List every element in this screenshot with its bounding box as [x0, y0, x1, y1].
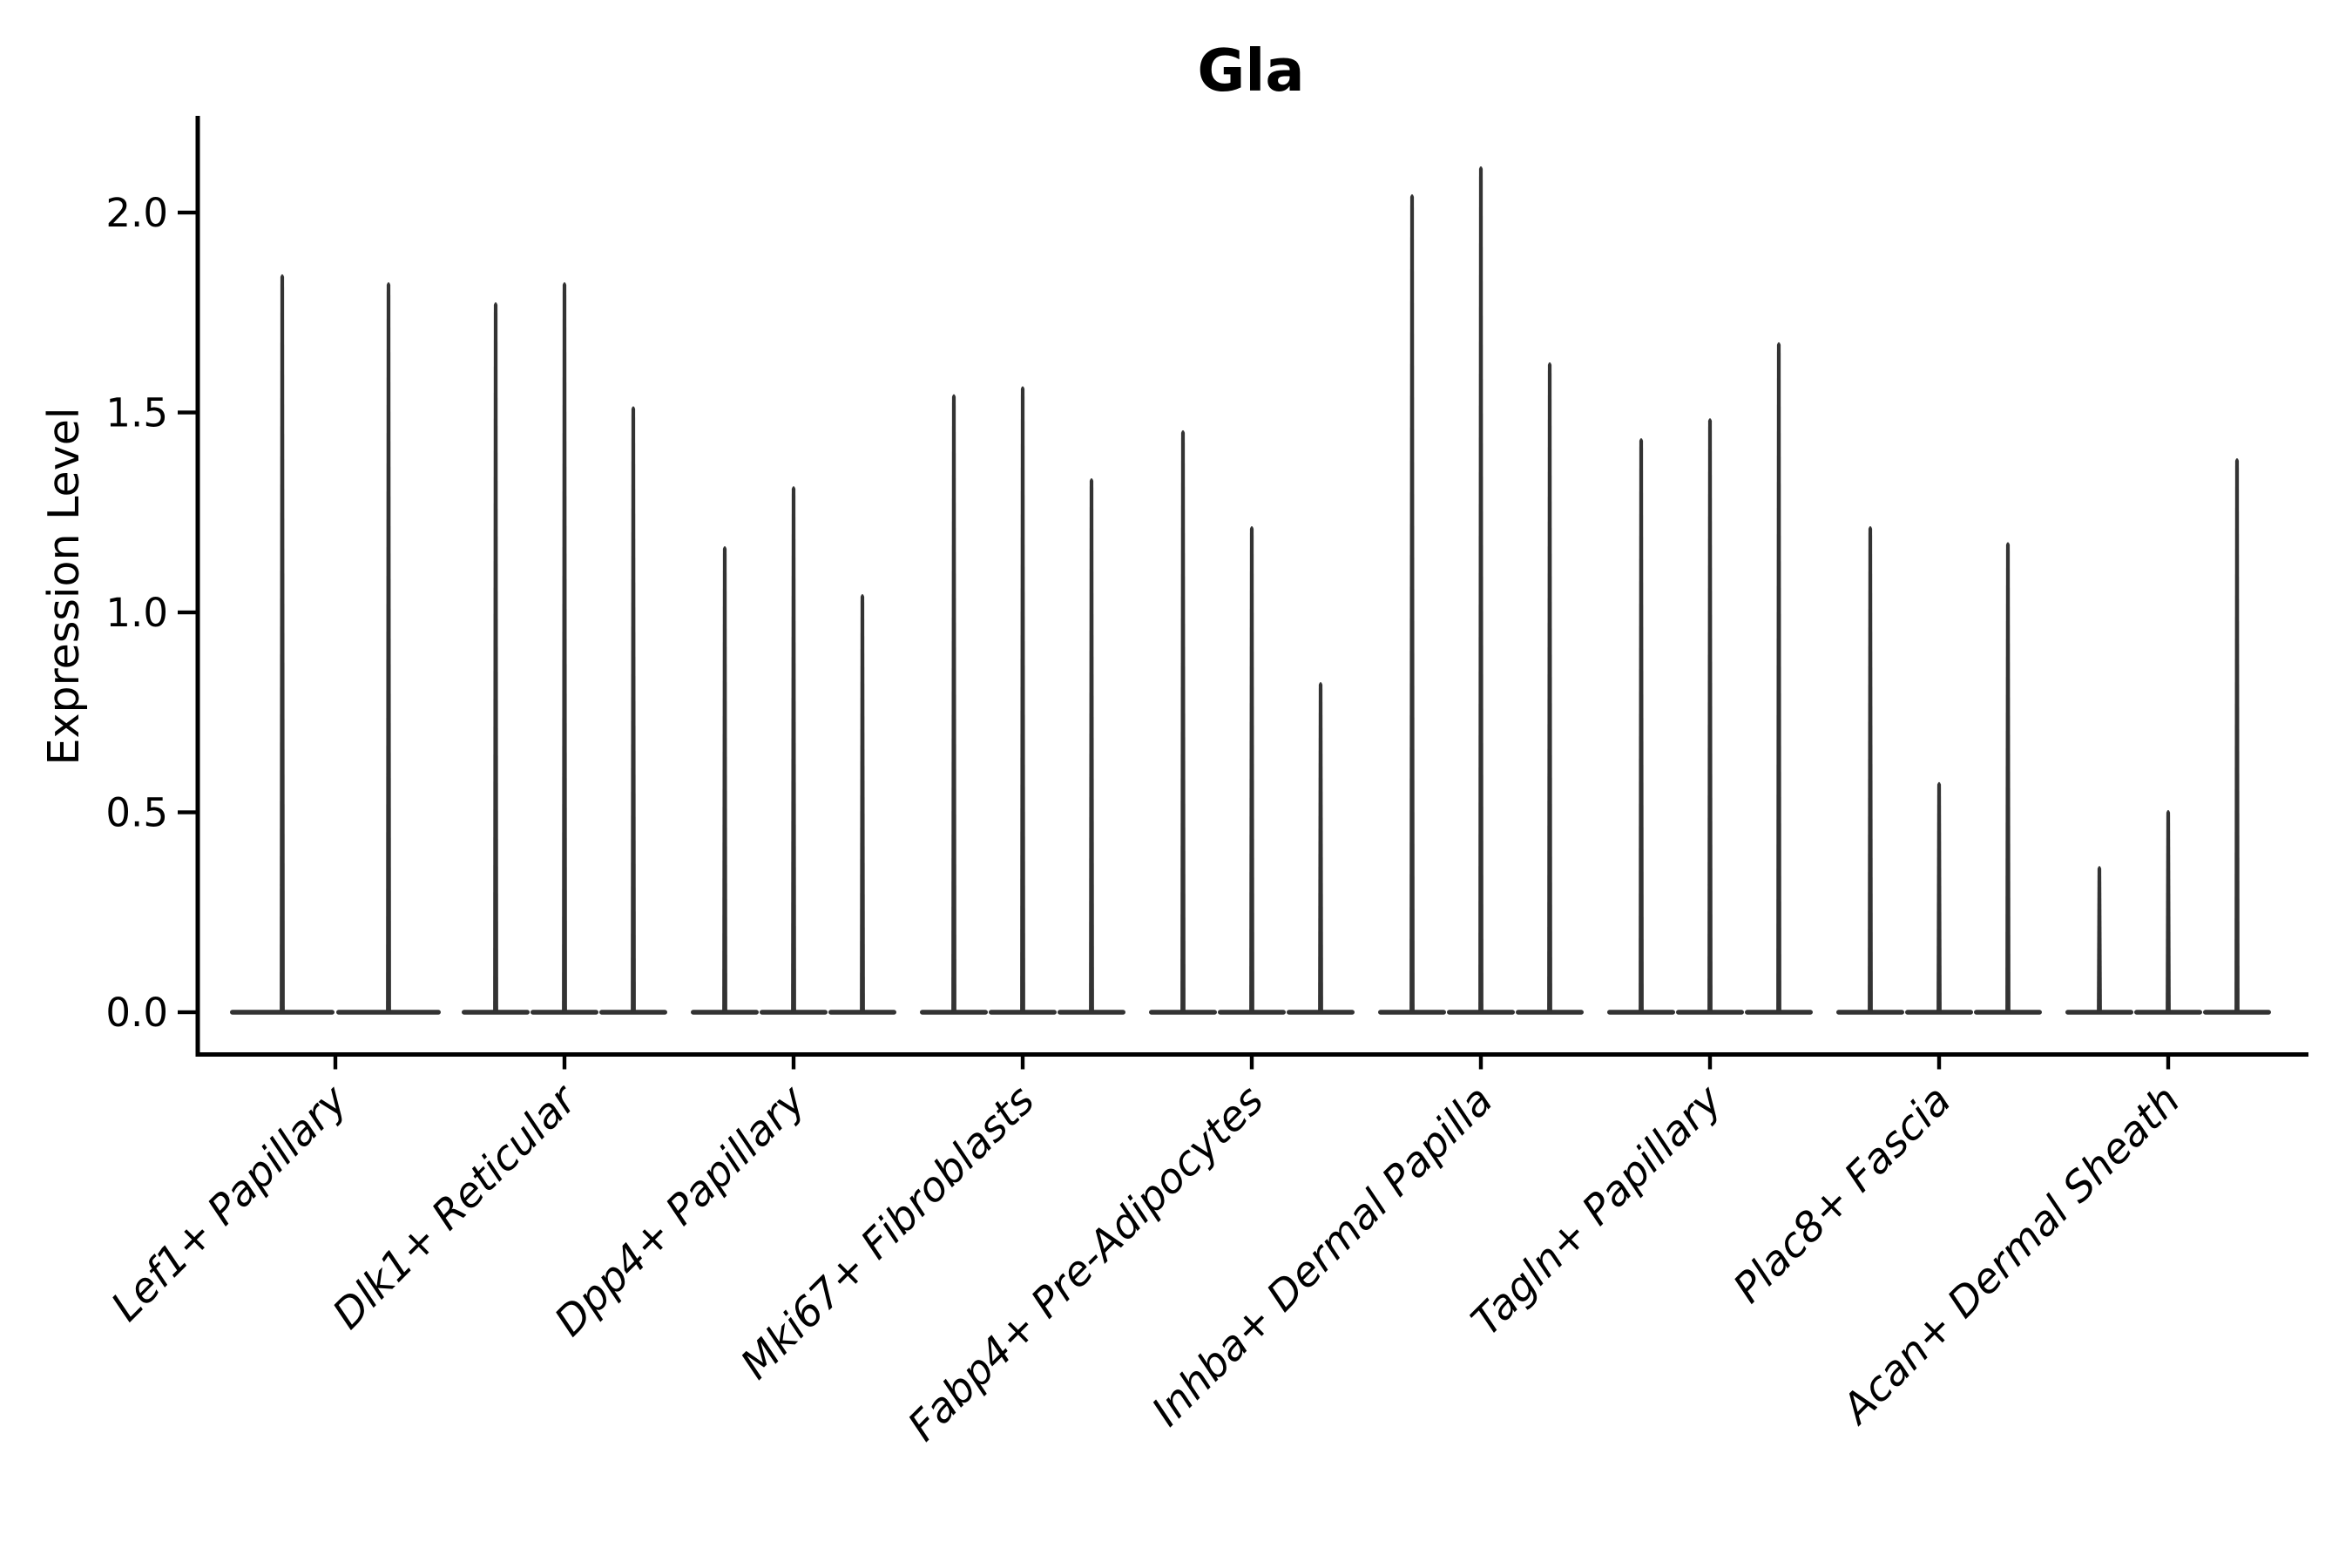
- violin-spike: [1180, 429, 1186, 1012]
- violin-spike: [1936, 781, 1942, 1012]
- y-tick: [178, 410, 196, 415]
- x-tick: [1478, 1054, 1484, 1070]
- violin-spike: [951, 394, 956, 1012]
- y-axis-spine: [195, 116, 200, 1057]
- y-tick-label: 1.5: [105, 390, 168, 436]
- violin-spike: [1776, 341, 1781, 1012]
- violin-spike: [280, 274, 285, 1013]
- violin-spike: [2097, 866, 2102, 1012]
- x-tick: [1936, 1054, 1942, 1070]
- violin-spike: [860, 594, 865, 1012]
- violin-spike: [1639, 438, 1644, 1012]
- violin-spike: [1409, 194, 1415, 1013]
- x-tick-label: Plac8+ Fascia: [1724, 1077, 1960, 1313]
- y-tick-label: 2.0: [105, 190, 168, 236]
- y-tick: [178, 610, 196, 615]
- x-tick: [791, 1054, 796, 1070]
- violin-spike: [791, 486, 796, 1012]
- violin-spike: [1089, 477, 1094, 1012]
- y-tick: [178, 210, 196, 215]
- violin-spike: [493, 301, 498, 1013]
- violin-spike: [2005, 542, 2011, 1012]
- violin-spike: [562, 282, 567, 1012]
- violin-spike: [2166, 809, 2171, 1012]
- violin-spike: [1707, 418, 1713, 1013]
- x-tick: [1707, 1054, 1713, 1070]
- y-tick: [178, 1010, 196, 1015]
- violin-spike: [1478, 166, 1484, 1013]
- x-axis-spine: [195, 1052, 2308, 1057]
- violin-spike: [1547, 362, 1552, 1013]
- violin-spike: [722, 545, 727, 1012]
- x-tick: [2166, 1054, 2171, 1070]
- x-tick: [333, 1054, 338, 1070]
- violin-spike: [1020, 386, 1025, 1012]
- x-tick: [1020, 1054, 1025, 1070]
- x-tick-label: Dlk1+ Reticular: [324, 1075, 588, 1339]
- y-tick-label: 0.0: [105, 990, 168, 1036]
- y-tick-label: 1.0: [105, 590, 168, 636]
- violin-spike: [631, 406, 636, 1012]
- x-tick: [1249, 1054, 1254, 1070]
- violin-spike: [2234, 457, 2240, 1012]
- violin-spike: [1868, 526, 1873, 1012]
- violin-spike: [1318, 682, 1323, 1012]
- x-tick: [562, 1054, 567, 1070]
- violin-spike: [386, 282, 391, 1012]
- x-tick-label: Lef1+ Papillary: [102, 1076, 357, 1331]
- violin-spike: [1249, 526, 1254, 1012]
- y-tick: [178, 810, 196, 814]
- x-tick-label: Dpp4+ Papillary: [545, 1076, 815, 1346]
- y-tick-label: 0.5: [105, 790, 168, 836]
- chart-title: Gla: [1197, 37, 1304, 105]
- y-axis-label: Expression Level: [39, 408, 89, 766]
- x-tick-label: Tagln+ Papillary: [1463, 1076, 1733, 1346]
